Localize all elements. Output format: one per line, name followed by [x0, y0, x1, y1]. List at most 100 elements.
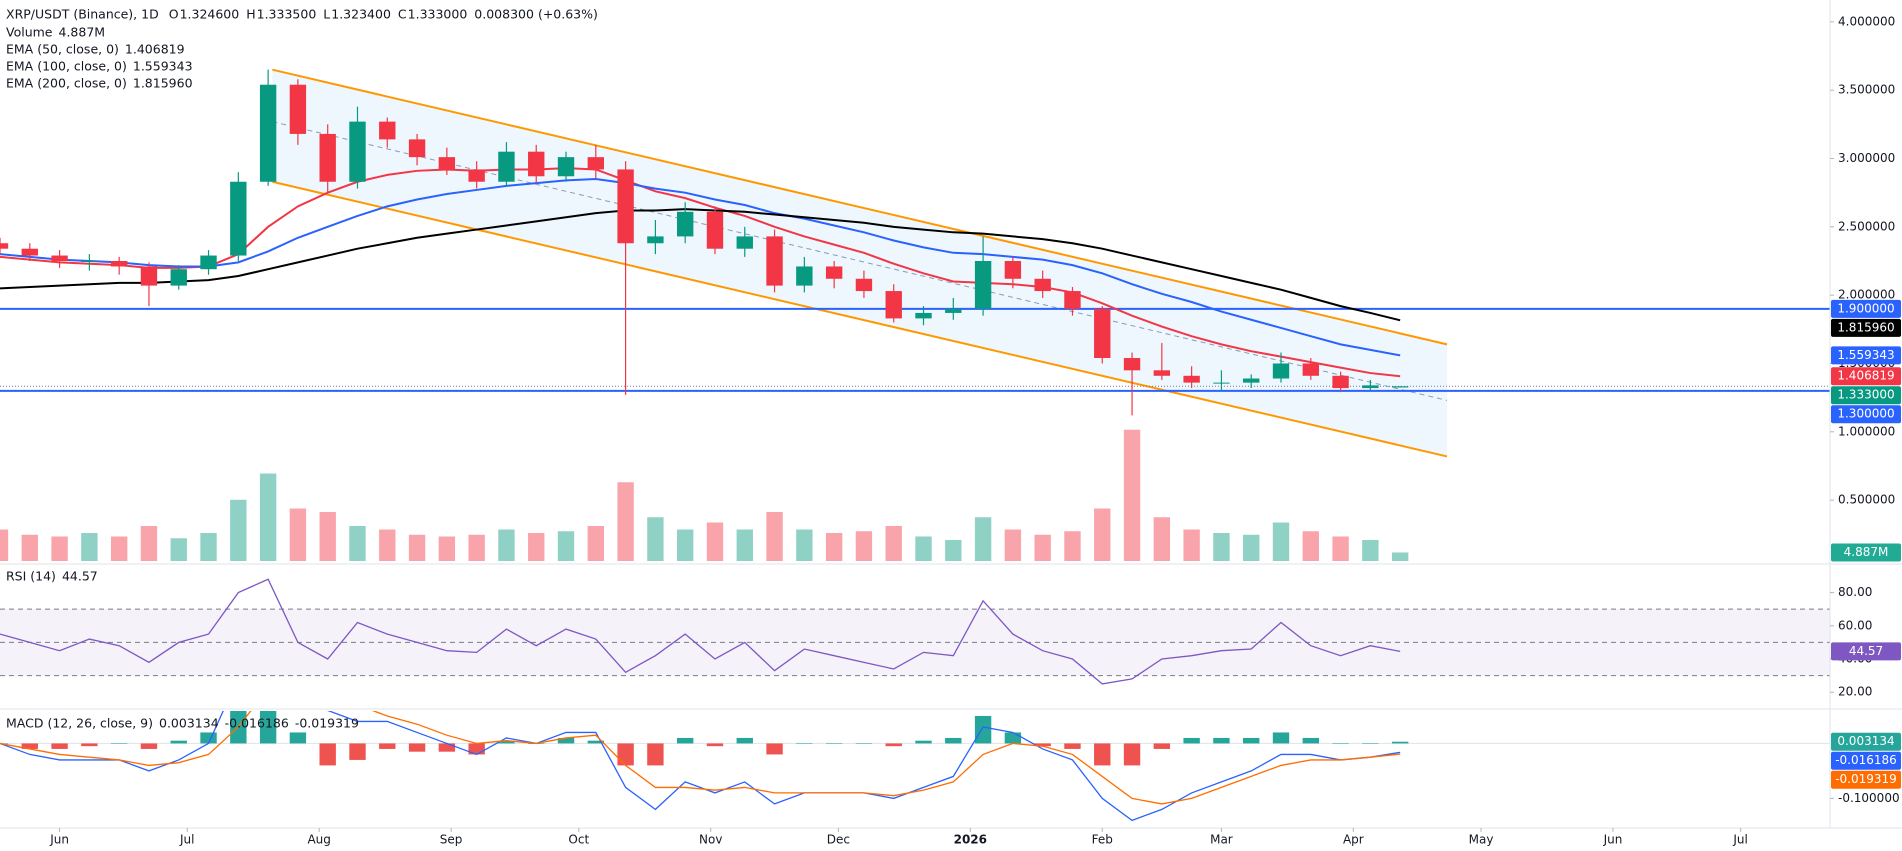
volume-bar — [1183, 529, 1200, 561]
volume-value: 4.887M — [59, 25, 106, 40]
x-tick-label: Nov — [699, 833, 722, 847]
volume-bar — [140, 526, 158, 561]
volume-bar — [1243, 534, 1260, 561]
rsi-pane — [0, 578, 1830, 685]
y-tick-label: 3.000000 — [1838, 151, 1895, 165]
ohlc-value: 1.323400 — [331, 7, 391, 22]
indicator-value: 1.815960 — [133, 76, 193, 91]
macd-histogram-bar — [766, 743, 783, 755]
macd-histogram-bar — [885, 743, 902, 747]
candle-body — [1094, 308, 1111, 359]
price-tag-label: -0.016186 — [1835, 753, 1897, 767]
price-tag — [1831, 299, 1901, 318]
price-pane — [0, 68, 1830, 561]
volume-bar — [855, 531, 873, 561]
x-tick-label: Feb — [1092, 833, 1113, 847]
price-tag-label: 1.900000 — [1837, 301, 1894, 315]
price-tag-label: 1.406819 — [1837, 369, 1894, 383]
price-tag — [1831, 543, 1901, 562]
candle-body — [1243, 378, 1260, 383]
volume-bar — [200, 533, 217, 561]
macd-histogram-bar — [21, 743, 38, 749]
candle-body — [1272, 363, 1290, 379]
ema-line — [0, 208, 1401, 322]
candle-body — [1302, 363, 1319, 376]
candle-body — [1332, 375, 1349, 389]
candle-body — [647, 236, 664, 244]
candle-body — [885, 291, 902, 319]
candle-body — [468, 169, 485, 182]
candle-body — [51, 255, 68, 262]
ohlc-prefix: C — [398, 7, 407, 22]
rsi-value: 44.57 — [62, 569, 98, 584]
macd-histogram-bar — [438, 743, 456, 752]
ema-line — [0, 167, 1401, 378]
macd-histogram-bar — [319, 743, 336, 766]
y-tick-label: -0.100000 — [1838, 791, 1900, 805]
volume-bar — [706, 522, 724, 561]
ohlc-value: 1.333000 — [408, 7, 468, 22]
macd-histogram-bar — [1243, 737, 1260, 744]
volume-bar — [587, 526, 605, 561]
x-tick-label: Sep — [440, 833, 463, 847]
candle-body — [855, 278, 873, 292]
candle-body — [379, 121, 396, 140]
x-tick-label: May — [1469, 833, 1494, 847]
volume-bar — [736, 529, 753, 561]
volume-bar — [230, 499, 247, 561]
candle-body — [230, 181, 247, 256]
candle-body — [259, 84, 277, 182]
macd-histogram-bar — [1302, 737, 1319, 744]
macd-histogram-bar — [1094, 743, 1111, 766]
volume-bar — [974, 517, 992, 561]
y-tick-label: 20.00 — [1838, 685, 1872, 699]
volume-bar — [945, 540, 962, 561]
macd-histogram-bar — [110, 743, 128, 744]
change-value: 0.008300 — [474, 7, 534, 22]
candle-body — [170, 269, 187, 286]
volume-bar — [1362, 540, 1379, 561]
candle-body — [706, 211, 724, 249]
volume-bar — [825, 533, 843, 561]
macd-histogram-bar — [1034, 743, 1051, 747]
volume-bar — [498, 529, 515, 561]
volume-bar — [885, 526, 902, 561]
candle-body — [1004, 261, 1022, 279]
volume-bar — [647, 517, 664, 561]
macd-histogram-bar — [1213, 737, 1230, 744]
x-tick-label: Jun — [1603, 833, 1623, 847]
candle-body — [1183, 375, 1200, 383]
macd-histogram-bar — [647, 743, 664, 766]
indicator-value: 1.559343 — [133, 59, 193, 74]
x-tick-label: Jun — [49, 833, 69, 847]
volume-bar — [1213, 533, 1230, 561]
volume-bar — [1004, 529, 1022, 561]
price-tag — [1831, 318, 1901, 337]
candle-body — [974, 261, 992, 309]
macd-histogram-bar — [1004, 732, 1022, 744]
candle-body — [915, 312, 932, 319]
volume-bar — [289, 508, 307, 561]
price-tag-label: 44.57 — [1849, 644, 1883, 658]
volume-bar — [915, 536, 932, 561]
macd-histogram-bar — [408, 743, 426, 752]
macd-histogram-bar — [379, 743, 396, 749]
candle-body — [736, 236, 753, 249]
candle-body — [1064, 291, 1081, 309]
macd-histogram-bar — [1332, 743, 1349, 744]
price-tag-label: 4.887M — [1844, 545, 1889, 559]
volume-bar — [1123, 429, 1141, 561]
volume-bar — [766, 512, 783, 561]
macd-histogram-bar — [289, 732, 307, 744]
volume-bar — [528, 533, 545, 561]
volume-bar — [1272, 522, 1290, 561]
y-tick-label: 3.500000 — [1838, 83, 1895, 97]
change-percent: (+0.63%) — [538, 7, 598, 22]
macd-histogram-bar — [945, 737, 962, 744]
candle-body — [796, 266, 813, 286]
price-tag-label: 0.003134 — [1837, 734, 1894, 748]
macd-histogram-bar — [736, 737, 753, 744]
macd-line — [0, 711, 1401, 822]
price-tag — [1831, 751, 1901, 770]
macd-histogram-bar — [1153, 743, 1171, 749]
